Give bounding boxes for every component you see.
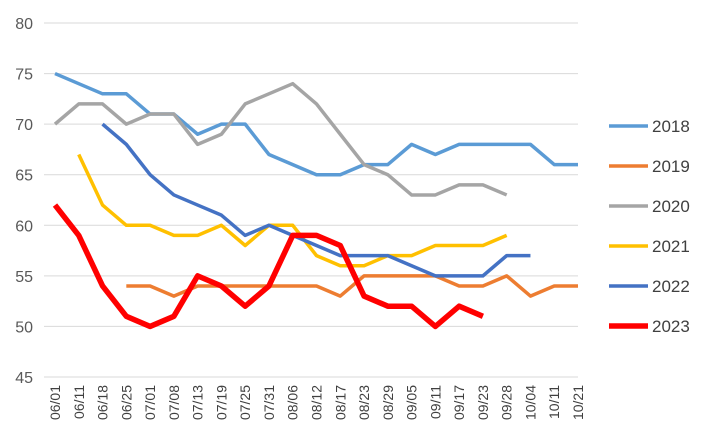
x-tick-label: 06/18 xyxy=(95,385,111,420)
series-2020 xyxy=(53,81,508,197)
series-2022 xyxy=(101,122,531,278)
series-line-2018 xyxy=(54,71,578,177)
y-axis: 45 50 55 60 65 70 75 80 xyxy=(15,16,33,387)
x-tick-label: 08/17 xyxy=(332,385,348,420)
x-tick-label: 06/01 xyxy=(47,385,63,420)
legend-item-2019: 2019 xyxy=(609,157,690,176)
series-2019 xyxy=(126,274,578,298)
x-tick-label: 07/01 xyxy=(142,385,158,420)
series-2021 xyxy=(77,153,508,268)
y-tick-label: 80 xyxy=(15,16,33,33)
x-tick-label: 09/28 xyxy=(499,385,515,420)
x-tick-label: 10/04 xyxy=(522,385,538,420)
y-tick-label: 55 xyxy=(15,269,33,286)
x-tick-label: 09/17 xyxy=(451,385,467,420)
y-tick-label: 50 xyxy=(15,319,33,336)
legend-item-2022: 2022 xyxy=(609,277,690,296)
x-tick-label: 07/13 xyxy=(190,385,206,420)
series-lines xyxy=(52,71,578,330)
x-tick-label: 08/29 xyxy=(380,385,396,420)
legend-label: 2021 xyxy=(652,237,690,256)
x-tick-label: 08/23 xyxy=(356,385,372,420)
x-tick-label: 07/31 xyxy=(261,385,277,420)
x-tick-label: 06/25 xyxy=(118,385,134,420)
x-tick-label: 07/19 xyxy=(213,385,229,420)
legend-label: 2023 xyxy=(652,317,690,336)
x-axis: 06/01 06/11 06/18 06/25 07/01 07/08 07/13 07/19… xyxy=(47,385,586,420)
series-2018 xyxy=(54,71,578,177)
y-tick-label: 45 xyxy=(15,370,33,387)
y-tick-label: 70 xyxy=(15,117,33,134)
legend: 2018 2019 2020 2021 2022 2023 xyxy=(609,117,690,336)
x-tick-label: 06/11 xyxy=(71,385,87,419)
legend-label: 2019 xyxy=(652,157,690,176)
legend-label: 2022 xyxy=(652,277,690,296)
x-tick-label: 10/21 xyxy=(570,385,586,420)
x-tick-label: 08/12 xyxy=(309,385,325,420)
x-tick-label: 09/11 xyxy=(427,385,443,419)
legend-label: 2020 xyxy=(652,197,690,216)
x-tick-label: 09/23 xyxy=(475,385,491,420)
x-tick-label: 07/25 xyxy=(237,385,253,420)
legend-item-2021: 2021 xyxy=(609,237,690,256)
y-tick-label: 60 xyxy=(15,218,33,235)
y-tick-label: 65 xyxy=(15,168,33,185)
series-2023 xyxy=(52,203,484,330)
x-tick-label: 10/11 xyxy=(546,385,562,419)
series-line-2023 xyxy=(52,203,484,330)
y-tick-label: 75 xyxy=(15,67,33,84)
series-line-2021 xyxy=(77,153,508,268)
x-tick-label: 08/06 xyxy=(285,385,301,420)
legend-label: 2018 xyxy=(652,117,690,136)
x-tick-label: 07/08 xyxy=(166,385,182,420)
legend-item-2023: 2023 xyxy=(609,317,690,336)
legend-item-2020: 2020 xyxy=(609,197,690,216)
gridlines xyxy=(44,22,578,378)
series-line-2019 xyxy=(126,274,578,298)
x-tick-label: 09/05 xyxy=(404,385,420,420)
series-line-2022 xyxy=(101,122,531,278)
series-line-2020 xyxy=(53,81,508,197)
legend-item-2018: 2018 xyxy=(609,117,690,136)
